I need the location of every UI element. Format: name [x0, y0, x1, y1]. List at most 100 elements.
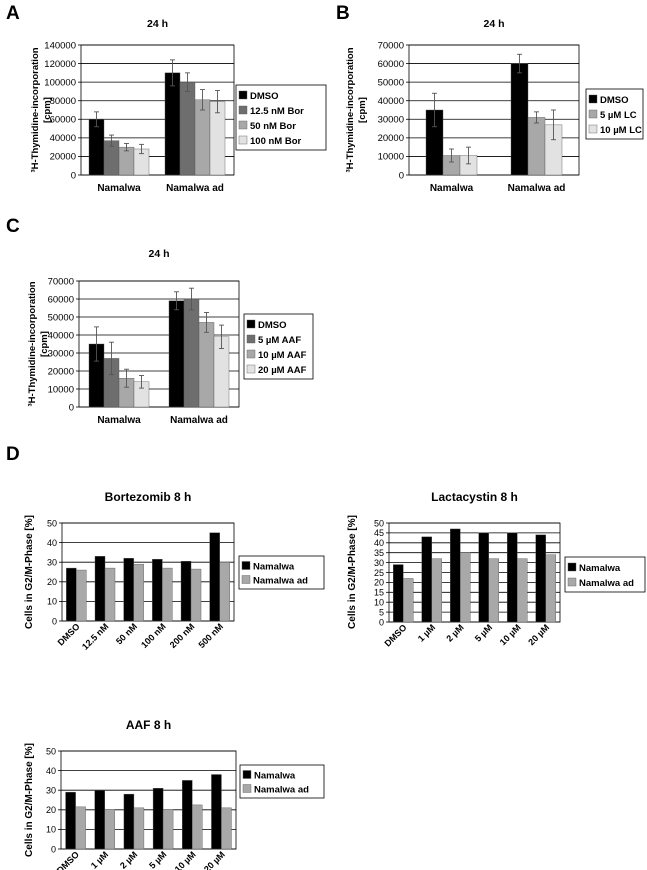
y-tick-label: 0	[71, 170, 76, 181]
legend-box	[243, 313, 314, 380]
legend-swatch	[242, 784, 252, 793]
y-tick-label: 50000	[48, 312, 74, 323]
plot-frame	[60, 750, 237, 850]
bar-namalwa-ad-10-m	[192, 804, 203, 850]
y-tick-label: 80000	[50, 96, 76, 107]
legend-entry: 50 nM Bor	[250, 121, 296, 132]
bar-namalwa-100-nm	[152, 559, 163, 622]
x-tick-label: 500 nM	[196, 621, 225, 650]
x-tick-label: 5 µM	[473, 622, 494, 643]
bar-namalwa-ad-20-m	[221, 807, 232, 850]
y-tick-label: 30	[46, 786, 56, 796]
bar-namalwa-10-m	[507, 532, 518, 623]
y-axis-label: Cells in G2/M-Phase [%]	[24, 515, 35, 629]
plot-frame	[61, 522, 235, 622]
x-tick-label: Namalwa ad	[166, 183, 224, 194]
legend-swatch	[588, 124, 598, 134]
bar-dmso-namalwa-ad	[164, 72, 181, 176]
bar-namalwa-200-nm	[180, 561, 192, 622]
legend-swatch	[241, 575, 251, 584]
panel-letter: A	[6, 3, 20, 24]
y-tick-label: 0	[52, 616, 57, 626]
bar-5-m-lc-namalwa-ad	[527, 117, 546, 176]
y-tick-label: 60000	[378, 59, 404, 70]
y-tick-label: 40	[47, 538, 57, 548]
x-tick-label: 10 µM	[173, 849, 198, 870]
y-axis-label: Cells in G2/M-Phase [%]	[24, 743, 35, 857]
bar-namalwa-dmso	[66, 567, 77, 622]
bar-namalwa-12-5-nm	[94, 556, 106, 622]
y-tick-label: 0	[399, 170, 404, 181]
x-tick-label: 2 µM	[444, 622, 465, 643]
legend-entry: 12.5 nM Bor	[250, 106, 304, 117]
x-tick-label: Namalwa	[97, 183, 141, 194]
y-tick-label: 0	[69, 402, 74, 413]
y-tick-label: 0	[379, 617, 384, 627]
bar-namalwa-ad-5-m	[488, 558, 499, 623]
y-tick-label: 10	[374, 598, 384, 608]
y-tick-label: 20	[46, 805, 56, 815]
panel-letter: D	[6, 444, 20, 465]
bar-namalwa-5-m	[152, 788, 164, 850]
y-tick-label: 60000	[48, 294, 74, 305]
legend-entry: 10 µM LC	[600, 125, 642, 136]
bar-namalwa-5-m	[478, 532, 489, 623]
legend-swatch	[588, 94, 598, 104]
y-tick-label: 40000	[48, 330, 74, 341]
y-axis-label: ³H-Thymidine-incorporation	[30, 47, 41, 172]
bar-namalwa-ad-dmso	[76, 569, 87, 622]
y-tick-label: 5	[379, 607, 384, 617]
legend-box	[239, 764, 325, 799]
bar-namalwa-20-m	[211, 774, 222, 850]
x-tick-label: 10 µM	[498, 622, 523, 647]
legend-swatch	[246, 364, 256, 374]
chart-panel-1: A 24 h ³H-Thymidine-incorporation [cpm] 0 200…	[6, 3, 327, 194]
bar-namalwa-ad-12-5-nm	[104, 567, 116, 622]
y-tick-label: 45	[374, 528, 384, 538]
y-tick-label: 20000	[50, 152, 76, 163]
legend-entry: DMSO	[258, 320, 287, 331]
x-tick-label: 20 µM	[526, 622, 551, 647]
x-tick-label: 100 nM	[139, 621, 168, 650]
bar-namalwa-20-m	[535, 534, 546, 623]
bar-10-m-aaf-namalwa-ad	[198, 322, 215, 408]
y-tick-label: 10	[47, 597, 57, 607]
legend-entry: Namalwa	[254, 771, 296, 782]
bar-namalwa-ad-1-m	[431, 558, 442, 623]
y-axis-label-unit: [cpm]	[39, 331, 50, 357]
bar-namalwa-ad-200-nm	[190, 568, 202, 622]
legend-entry: Namalwa ad	[579, 578, 634, 589]
legend-swatch	[238, 135, 248, 145]
chart-panel-3: C 24 h ³H-Thymidine-incorporation [cpm] 0 100…	[6, 216, 314, 426]
legend-swatch	[246, 334, 256, 344]
y-tick-label: 30	[47, 558, 57, 568]
y-tick-label: 25	[374, 568, 384, 578]
bar-namalwa-ad-20-m	[545, 554, 556, 623]
legend-swatch	[567, 562, 577, 572]
x-tick-label: 200 nM	[168, 621, 197, 650]
legend-swatch	[241, 561, 251, 570]
y-tick-label: 10000	[378, 152, 404, 163]
bar-50-nm-bor-namalwa-ad	[194, 99, 211, 176]
y-tick-label: 30000	[48, 348, 74, 359]
y-tick-label: 0	[51, 844, 56, 854]
chart-title: 24 h	[483, 18, 504, 30]
y-tick-label: 20000	[378, 133, 404, 144]
y-axis-label: ³H-Thymidine-incorporation	[345, 47, 356, 172]
bar-namalwa-ad-2-m	[133, 807, 145, 850]
y-tick-label: 20000	[48, 366, 74, 377]
y-tick-label: 60000	[50, 115, 76, 126]
x-tick-label: 2 µM	[118, 849, 139, 870]
x-tick-label: 1 µM	[416, 622, 437, 643]
bar-namalwa-50-nm	[123, 558, 134, 622]
legend-box	[564, 556, 646, 593]
bar-namalwa-2-m	[123, 793, 135, 850]
chart-title: AAF 8 h	[126, 718, 171, 732]
bar-namalwa-1-m	[421, 536, 432, 623]
x-tick-label: Namalwa ad	[170, 415, 228, 426]
y-tick-label: 140000	[44, 40, 76, 51]
bar-namalwa-ad-1-m	[104, 809, 115, 850]
bar-namalwa-ad-dmso	[403, 578, 414, 623]
legend-swatch	[567, 577, 577, 587]
y-tick-label: 70000	[378, 40, 404, 51]
